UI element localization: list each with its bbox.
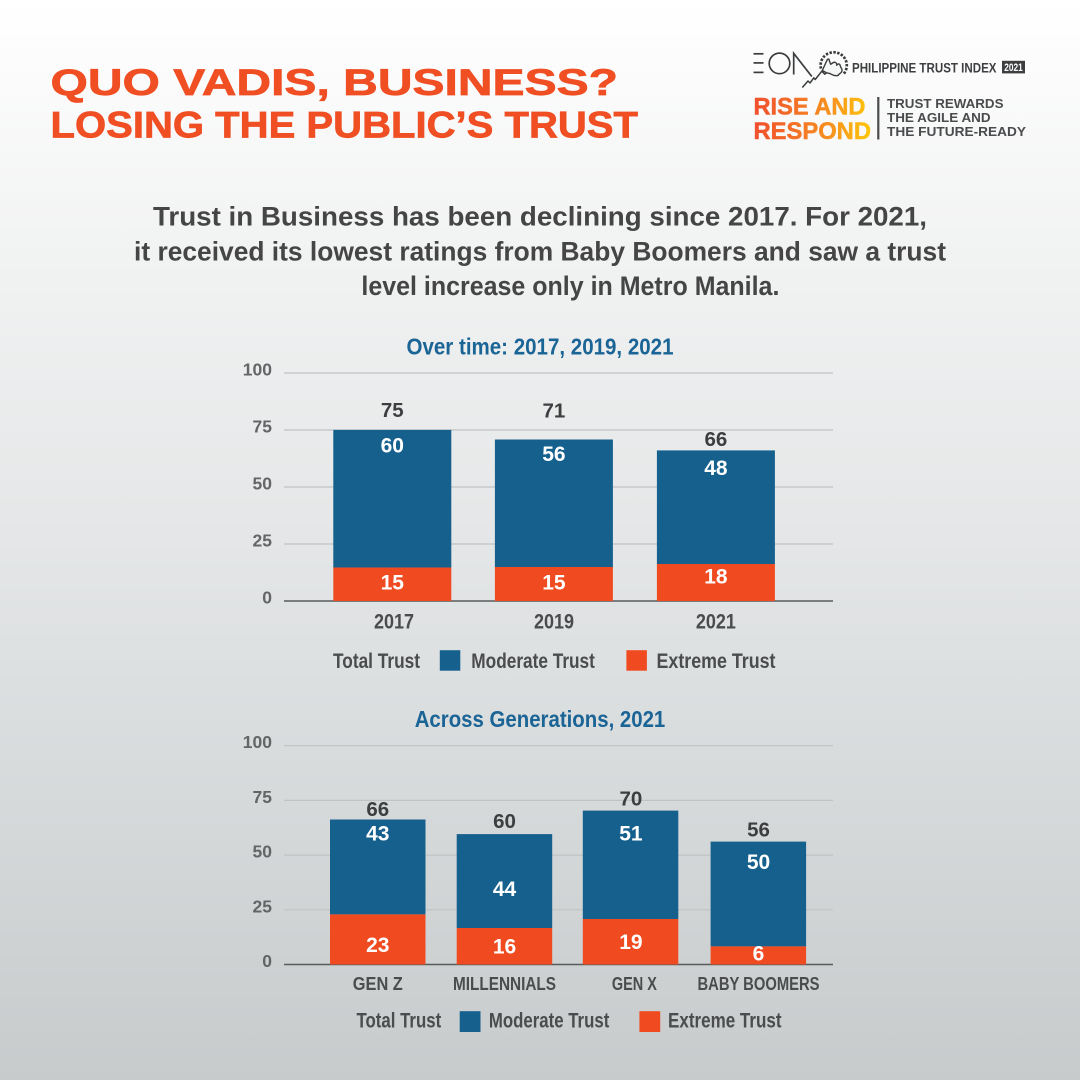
- svg-text:15: 15: [542, 571, 566, 594]
- svg-text:QUO VADIS, BUSINESS?: QUO VADIS, BUSINESS?: [51, 61, 619, 103]
- svg-text:2019: 2019: [534, 609, 574, 633]
- svg-text:75: 75: [253, 787, 273, 807]
- svg-text:50: 50: [253, 842, 273, 862]
- svg-text:0: 0: [262, 588, 272, 608]
- svg-text:56: 56: [747, 819, 770, 842]
- svg-text:level increase only in Metro M: level increase only in Metro Manila.: [361, 271, 779, 301]
- svg-text:48: 48: [704, 457, 728, 480]
- svg-text:Across Generations, 2021: Across Generations, 2021: [415, 706, 666, 732]
- svg-text:23: 23: [366, 934, 389, 957]
- svg-text:100: 100: [243, 360, 272, 380]
- svg-text:71: 71: [542, 399, 565, 422]
- svg-text:56: 56: [542, 443, 565, 466]
- svg-text:19: 19: [619, 931, 642, 954]
- svg-text:Trust in Business has been dec: Trust in Business has been declining sin…: [153, 202, 927, 232]
- svg-text:2017: 2017: [374, 609, 414, 633]
- svg-text:50: 50: [253, 474, 273, 494]
- svg-text:75: 75: [381, 399, 404, 422]
- svg-text:43: 43: [366, 823, 389, 846]
- svg-text:TRUST REWARDS: TRUST REWARDS: [887, 97, 1004, 111]
- svg-text:Total Trust: Total Trust: [357, 1009, 442, 1032]
- svg-text:16: 16: [493, 936, 516, 959]
- svg-text:MILLENNIALS: MILLENNIALS: [453, 973, 556, 994]
- svg-text:60: 60: [381, 435, 404, 458]
- svg-text:RESPOND: RESPOND: [754, 118, 872, 145]
- svg-text:Over time: 2017, 2019, 2021: Over time: 2017, 2019, 2021: [407, 334, 674, 360]
- svg-text:75: 75: [253, 417, 273, 437]
- svg-text:25: 25: [253, 531, 273, 551]
- svg-text:Extreme Trust: Extreme Trust: [668, 1009, 782, 1032]
- svg-text:Moderate Trust: Moderate Trust: [489, 1009, 609, 1032]
- svg-text:Total Trust: Total Trust: [333, 650, 420, 673]
- svg-text:0: 0: [262, 951, 272, 971]
- svg-text:Moderate Trust: Moderate Trust: [471, 650, 595, 673]
- svg-text:51: 51: [619, 823, 643, 846]
- svg-text:Extreme Trust: Extreme Trust: [657, 650, 776, 673]
- svg-text:GEN X: GEN X: [612, 973, 658, 994]
- svg-text:2021: 2021: [1004, 62, 1023, 74]
- svg-text:PHILIPPINE TRUST INDEX: PHILIPPINE TRUST INDEX: [852, 60, 997, 76]
- svg-text:60: 60: [493, 810, 516, 833]
- svg-text:THE FUTURE-READY: THE FUTURE-READY: [887, 125, 1027, 139]
- svg-text:50: 50: [747, 851, 770, 874]
- svg-text:6: 6: [753, 943, 765, 966]
- svg-text:THE AGILE AND: THE AGILE AND: [887, 111, 991, 125]
- svg-text:18: 18: [704, 566, 728, 589]
- svg-text:LOSING THE PUBLIC’S TRUST: LOSING THE PUBLIC’S TRUST: [51, 104, 639, 146]
- svg-text:100: 100: [243, 732, 272, 752]
- svg-text:25: 25: [253, 896, 273, 916]
- svg-text:RISE AND: RISE AND: [754, 93, 866, 120]
- svg-text:2021: 2021: [696, 609, 736, 633]
- svg-text:it received its lowest ratings: it received its lowest ratings from Baby…: [134, 236, 946, 266]
- svg-text:70: 70: [619, 788, 642, 811]
- svg-text:15: 15: [381, 571, 405, 594]
- svg-text:66: 66: [366, 798, 389, 821]
- svg-text:44: 44: [493, 878, 517, 901]
- svg-text:66: 66: [704, 428, 727, 451]
- svg-text:GEN Z: GEN Z: [353, 973, 403, 994]
- svg-text:BABY BOOMERS: BABY BOOMERS: [698, 973, 820, 994]
